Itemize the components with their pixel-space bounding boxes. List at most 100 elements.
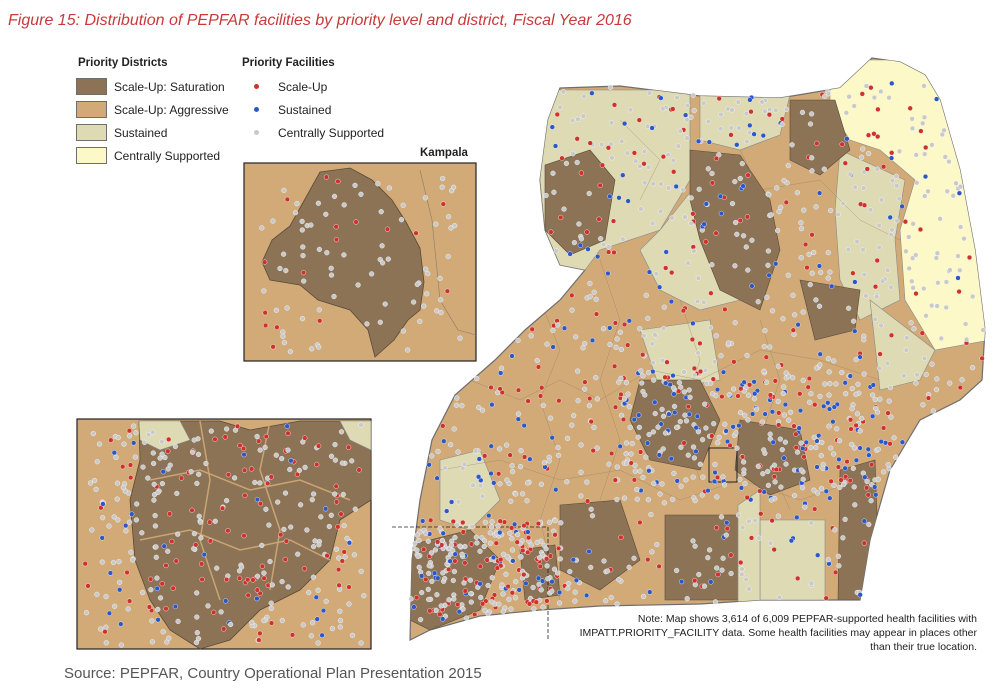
facility-dot — [498, 370, 504, 376]
facility-dot — [476, 456, 482, 462]
facility-dot — [287, 466, 293, 473]
facility-dot — [587, 140, 593, 146]
facility-dot — [460, 519, 466, 526]
facility-dot — [611, 102, 618, 108]
facility-dot — [467, 577, 474, 583]
facility-dot — [252, 479, 258, 486]
facility-dot — [558, 214, 564, 221]
facility-dot — [782, 402, 789, 408]
facility-dot — [194, 614, 200, 620]
facility-dot — [205, 603, 211, 609]
facility-dot — [778, 484, 784, 490]
facility-dot — [842, 516, 848, 523]
facility-dot — [625, 342, 631, 348]
saturation-swatch — [76, 78, 107, 95]
facility-dot — [923, 371, 929, 378]
legend-item-facility-centrally-supported: Centrally Supported — [240, 121, 384, 144]
legend-item-saturation: Scale-Up: Saturation — [76, 75, 229, 98]
facility-dot — [934, 376, 940, 382]
facility-dot — [818, 485, 825, 492]
facility-dot — [663, 380, 669, 386]
facility-dot — [606, 461, 612, 467]
facility-dot — [511, 521, 518, 527]
facility-dot — [616, 195, 622, 201]
facility-dot — [925, 188, 931, 194]
facility-dot — [718, 111, 724, 118]
facility-dot — [724, 525, 730, 532]
facility-dot — [640, 593, 647, 600]
facility-dot — [804, 265, 810, 271]
facility-dot — [333, 483, 339, 489]
facility-dot — [745, 417, 751, 423]
scale-up-dot-icon — [253, 84, 259, 89]
facility-dot — [739, 571, 745, 577]
facility-dot — [323, 211, 329, 217]
facility-dot — [640, 352, 646, 358]
facility-dot — [877, 396, 883, 402]
facility-dot — [364, 321, 370, 327]
facility-dot — [853, 391, 859, 397]
facility-dot — [285, 584, 291, 590]
facility-dot — [788, 538, 795, 544]
facility-dot — [780, 316, 786, 322]
facility-dot — [108, 437, 114, 443]
facility-dot — [857, 592, 863, 598]
facility-dot — [225, 472, 232, 478]
facility-dot — [521, 454, 528, 460]
facility-dot — [735, 393, 741, 399]
facility-dot — [677, 419, 683, 425]
facility-dot — [839, 141, 845, 147]
facility-dot — [887, 441, 893, 447]
facility-dot — [586, 403, 593, 409]
facility-dot — [537, 393, 544, 399]
facility-dot — [153, 544, 159, 550]
facility-dot — [785, 163, 791, 169]
facility-dot — [234, 423, 241, 429]
facility-dot — [719, 567, 725, 573]
facility-dot — [349, 458, 355, 464]
facility-dot — [497, 518, 503, 524]
facility-dot — [851, 103, 857, 109]
facility-dot — [763, 379, 770, 385]
facility-dot — [660, 106, 666, 112]
facility-dot — [624, 150, 631, 156]
facility-dot — [121, 441, 127, 447]
facility-dot — [504, 553, 510, 560]
facility-dot — [831, 404, 837, 410]
map-legend: Priority Districts Scale-Up: Saturation … — [76, 57, 406, 169]
facility-dot — [837, 484, 843, 491]
facility-dot — [749, 237, 755, 243]
facility-dot — [301, 278, 307, 284]
facility-dot — [454, 395, 460, 401]
source-citation: Source: PEPFAR, Country Operational Plan… — [64, 665, 482, 682]
facility-dot — [486, 512, 492, 519]
facility-dot — [785, 272, 791, 278]
facility-dot — [129, 511, 135, 517]
facility-dot — [131, 423, 137, 429]
facility-dot — [275, 499, 281, 505]
facility-dot — [859, 91, 865, 97]
facility-dot — [508, 498, 514, 504]
facility-dot — [751, 396, 758, 402]
facility-dot — [751, 379, 757, 385]
facility-dot — [846, 94, 852, 100]
facility-dot — [419, 573, 425, 579]
facility-dot — [629, 441, 635, 447]
facility-dot — [866, 452, 872, 458]
facility-dot — [708, 579, 714, 585]
facility-dot — [826, 369, 832, 375]
facility-dot — [640, 373, 646, 379]
facility-dot — [422, 195, 429, 201]
facility-dot — [416, 537, 422, 544]
facility-dot — [852, 502, 858, 508]
facility-dot — [439, 184, 445, 190]
facility-dot — [572, 598, 578, 604]
facility-dot — [724, 438, 731, 445]
facility-dot — [886, 398, 892, 404]
facility-dot — [869, 392, 876, 398]
facility-dot — [259, 563, 266, 569]
facility-dot — [661, 500, 668, 506]
facility-dot — [482, 607, 488, 613]
facility-dot — [891, 435, 897, 441]
facility-dot — [701, 100, 707, 106]
